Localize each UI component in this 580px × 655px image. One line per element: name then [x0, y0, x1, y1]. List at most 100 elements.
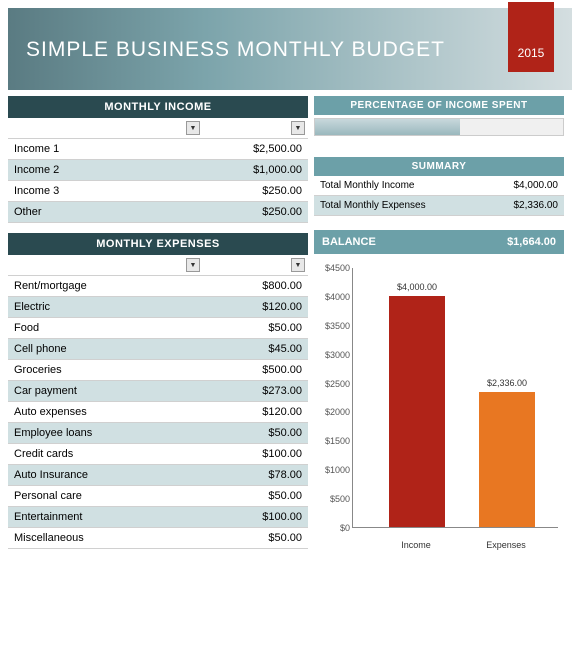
header-banner: SIMPLE BUSINESS MONTHLY BUDGET 2015 [8, 8, 572, 90]
summary-label: Total Monthly Income [314, 176, 483, 196]
cell-amount: $100.00 [203, 507, 308, 528]
chart-xcat: Income [386, 540, 446, 550]
cell-amount: $100.00 [203, 444, 308, 465]
table-row: Income 1$2,500.00 [8, 139, 308, 160]
table-row: Rent/mortgage$800.00 [8, 276, 308, 297]
cell-amount: $120.00 [203, 297, 308, 318]
balance-chart: $0 $500 $1000 $1500 $2000 $2500 $3000 $3500 $400… [314, 262, 564, 557]
income-header: MONTHLY INCOME [8, 96, 308, 118]
page-title: SIMPLE BUSINESS MONTHLY BUDGET [26, 38, 445, 62]
cell-amount: $500.00 [203, 360, 308, 381]
chart-ytick: $4500 [314, 263, 350, 273]
cell-item: Income 2 [8, 160, 203, 181]
chart-bar-label: $4,000.00 [389, 282, 445, 292]
summary-label: Total Monthly Expenses [314, 196, 483, 216]
col-label: Item [14, 122, 37, 134]
cell-amount: $50.00 [203, 318, 308, 339]
year-tab: 2015 [508, 2, 554, 72]
summary-header: SUMMARY [314, 157, 564, 176]
table-row: Groceries$500.00 [8, 360, 308, 381]
cell-amount: $2,500.00 [203, 139, 308, 160]
cell-amount: $250.00 [203, 202, 308, 223]
cell-amount: $50.00 [203, 423, 308, 444]
chart-bar: $4,000.00 [389, 296, 445, 527]
chart-bar-label: $2,336.00 [479, 378, 535, 388]
cell-item: Rent/mortgage [8, 276, 203, 297]
chart-ytick: $2000 [314, 407, 350, 417]
table-row: Total Monthly Expenses$2,336.00 [314, 196, 564, 216]
income-table: Item ▼ Amount ▼ Income 1$2,500.00Income … [8, 118, 308, 223]
cell-amount: $1,000.00 [203, 160, 308, 181]
cell-item: Electric [8, 297, 203, 318]
cell-item: Income 3 [8, 181, 203, 202]
chart-ytick: $1000 [314, 465, 350, 475]
chart-ytick: $500 [314, 494, 350, 504]
table-row: Cell phone$45.00 [8, 339, 308, 360]
cell-item: Car payment [8, 381, 203, 402]
chart-ytick: $0 [314, 523, 350, 533]
income-col-amount: Amount ▼ [203, 118, 308, 139]
expenses-col-amount: Amount ▼ [203, 255, 308, 276]
chart-plot-area: $4,000.00 $2,336.00 [352, 268, 558, 528]
table-row: Income 2$1,000.00 [8, 160, 308, 181]
cell-amount: $45.00 [203, 339, 308, 360]
chart-ytick: $4000 [314, 292, 350, 302]
chart-ytick: $3000 [314, 350, 350, 360]
cell-item: Entertainment [8, 507, 203, 528]
table-row: Total Monthly Income$4,000.00 [314, 176, 564, 196]
cell-item: Auto Insurance [8, 465, 203, 486]
table-row: Entertainment$100.00 [8, 507, 308, 528]
cell-item: Auto expenses [8, 402, 203, 423]
summary-value: $2,336.00 [483, 196, 564, 216]
balance-label: BALANCE [322, 236, 376, 248]
pct-progress-fill [315, 119, 460, 135]
chart-bar: $2,336.00 [479, 392, 535, 527]
cell-amount: $50.00 [203, 528, 308, 549]
chart-x-axis: Income Expenses [352, 532, 558, 550]
cell-item: Credit cards [8, 444, 203, 465]
cell-amount: $50.00 [203, 486, 308, 507]
table-row: Employee loans$50.00 [8, 423, 308, 444]
cell-amount: $273.00 [203, 381, 308, 402]
cell-item: Employee loans [8, 423, 203, 444]
expenses-header: MONTHLY EXPENSES [8, 233, 308, 255]
cell-item: Miscellaneous [8, 528, 203, 549]
table-row: Credit cards$100.00 [8, 444, 308, 465]
chart-ytick: $3500 [314, 321, 350, 331]
cell-amount: $250.00 [203, 181, 308, 202]
filter-icon[interactable]: ▼ [291, 258, 305, 272]
table-row: Other$250.00 [8, 202, 308, 223]
table-row: Auto Insurance$78.00 [8, 465, 308, 486]
chart-ytick: $1500 [314, 436, 350, 446]
chart-ytick: $2500 [314, 379, 350, 389]
table-row: Electric$120.00 [8, 297, 308, 318]
chart-xcat: Expenses [476, 540, 536, 550]
balance-bar: BALANCE $1,664.00 [314, 230, 564, 254]
table-row: Income 3$250.00 [8, 181, 308, 202]
filter-icon[interactable]: ▼ [186, 258, 200, 272]
pct-header: PERCENTAGE OF INCOME SPENT [314, 96, 564, 115]
cell-item: Groceries [8, 360, 203, 381]
cell-item: Cell phone [8, 339, 203, 360]
summary-table: Total Monthly Income$4,000.00Total Month… [314, 176, 564, 216]
cell-amount: $120.00 [203, 402, 308, 423]
filter-icon[interactable]: ▼ [186, 121, 200, 135]
cell-item: Income 1 [8, 139, 203, 160]
table-row: Car payment$273.00 [8, 381, 308, 402]
filter-icon[interactable]: ▼ [291, 121, 305, 135]
balance-value: $1,664.00 [507, 236, 556, 248]
col-label: Item [14, 259, 37, 271]
cell-item: Personal care [8, 486, 203, 507]
table-row: Miscellaneous$50.00 [8, 528, 308, 549]
table-row: Auto expenses$120.00 [8, 402, 308, 423]
table-row: Personal care$50.00 [8, 486, 308, 507]
summary-value: $4,000.00 [483, 176, 564, 196]
cell-amount: $78.00 [203, 465, 308, 486]
cell-item: Other [8, 202, 203, 223]
cell-amount: $800.00 [203, 276, 308, 297]
expenses-table: Item ▼ Amount ▼ Rent/mortgage$800.00Elec… [8, 255, 308, 549]
cell-item: Food [8, 318, 203, 339]
table-row: Food$50.00 [8, 318, 308, 339]
expenses-col-item: Item ▼ [8, 255, 203, 276]
pct-progress-bar [314, 118, 564, 136]
